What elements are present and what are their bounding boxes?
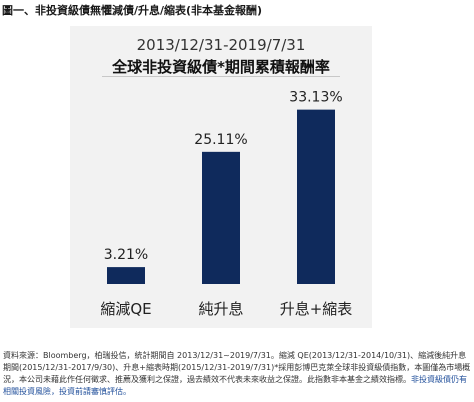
- source-note: 資料來源：Bloomberg，柏瑞投信，統計期間自 2013/12/31~201…: [3, 350, 471, 398]
- bar-3: [297, 109, 335, 284]
- category-label-1: 縮減QE: [100, 300, 151, 318]
- data-label-1: 3.21%: [104, 247, 148, 263]
- source-text: 資料來源：Bloomberg，柏瑞投信，統計期間自 2013/12/31~201…: [3, 351, 471, 384]
- chart-subtitle: 全球非投資級債*期間累積報酬率: [112, 58, 330, 76]
- bar-chart: 3.21% 縮減QE 25.11% 純升息 33.13% 升息+縮表: [100, 90, 353, 318]
- risk-warning: 非投資級債仍有相關投資風險，投資前請審慎評估。: [3, 375, 467, 396]
- category-label-3: 升息+縮表: [280, 300, 353, 318]
- bar-1: [107, 267, 145, 284]
- category-label-2: 純升息: [198, 300, 243, 318]
- chart-title: 2013/12/31-2019/7/31: [136, 36, 306, 54]
- data-label-2: 25.11%: [194, 132, 247, 148]
- data-label-3: 33.13%: [289, 90, 342, 106]
- bar-2: [202, 151, 240, 284]
- title-divider: [102, 76, 340, 77]
- figure-heading: 圖一、非投資級債無懼減債/升息/縮表(非本基金報酬): [2, 4, 263, 17]
- chart-panel: 2013/12/31-2019/7/31 全球非投資級債*期間累積報酬率 3.2…: [70, 26, 372, 328]
